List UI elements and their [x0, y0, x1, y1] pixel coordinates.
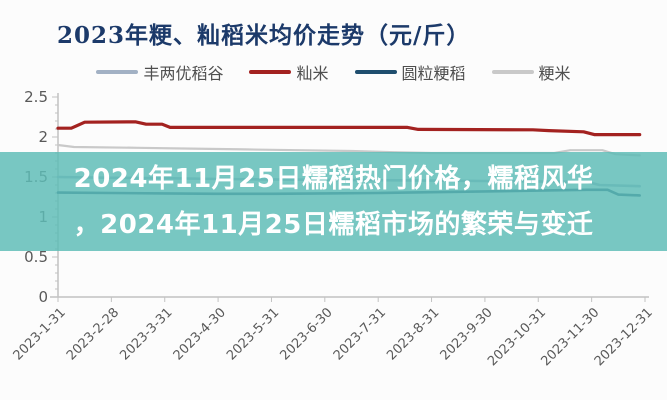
series-line-籼米 — [56, 120, 642, 137]
headline-overlay-banner: 2024年11月25日糯稻热门价格，糯稻风华 ，2024年11月25日糯稻市场的… — [0, 152, 667, 251]
y-tick-label: 2.5 — [24, 88, 48, 106]
x-tick-label: 2023-4-30 — [171, 305, 229, 363]
legend-item-jingmi: 粳米 — [491, 60, 571, 84]
legend-label: 圆粒粳稻 — [401, 64, 466, 83]
legend-line-swatch — [96, 70, 139, 74]
legend-line-swatch — [491, 70, 534, 74]
headline-line-1: 2024年11月25日糯稻热门价格，糯稻风华 — [73, 163, 594, 194]
x-tick-label: 2023-5-31 — [224, 305, 282, 363]
x-tick-label: 2023-3-31 — [117, 305, 175, 363]
legend-item-yuanlijingdao: 圆粒粳稻 — [354, 60, 466, 84]
chart-legend: 丰两优稻谷 籼米 圆粒粳稻 粳米 — [0, 60, 667, 84]
x-tick-label: 2023-7-31 — [331, 305, 389, 363]
chart-title: 2023年粳、籼稻米均价走势（元/斤） — [57, 22, 471, 49]
legend-item-fenglianyou: 丰两优稻谷 — [96, 60, 223, 84]
legend-label: 粳米 — [538, 64, 571, 83]
y-tick-label: 2 — [38, 128, 48, 146]
series-line-粳米 — [56, 143, 641, 157]
x-tick-label: 2023-2-28 — [64, 305, 122, 363]
legend-line-swatch — [249, 70, 292, 74]
x-tick-label: 2023-1-31 — [11, 305, 69, 363]
legend-item-xianmi: 籼米 — [249, 60, 329, 84]
legend-label: 丰两优稻谷 — [143, 64, 224, 83]
x-tick-label: 2023-6-30 — [277, 305, 335, 363]
legend-line-swatch — [354, 70, 397, 74]
x-tick-label: 2023-9-30 — [438, 305, 496, 363]
headline-line-2: ，2024年11月25日糯稻市场的繁荣与变迁 — [73, 209, 594, 240]
legend-label: 籼米 — [296, 64, 329, 83]
y-tick-label: 0.5 — [24, 248, 48, 266]
x-tick-label: 2023-8-31 — [384, 305, 442, 363]
y-tick-label: 0 — [38, 288, 48, 306]
